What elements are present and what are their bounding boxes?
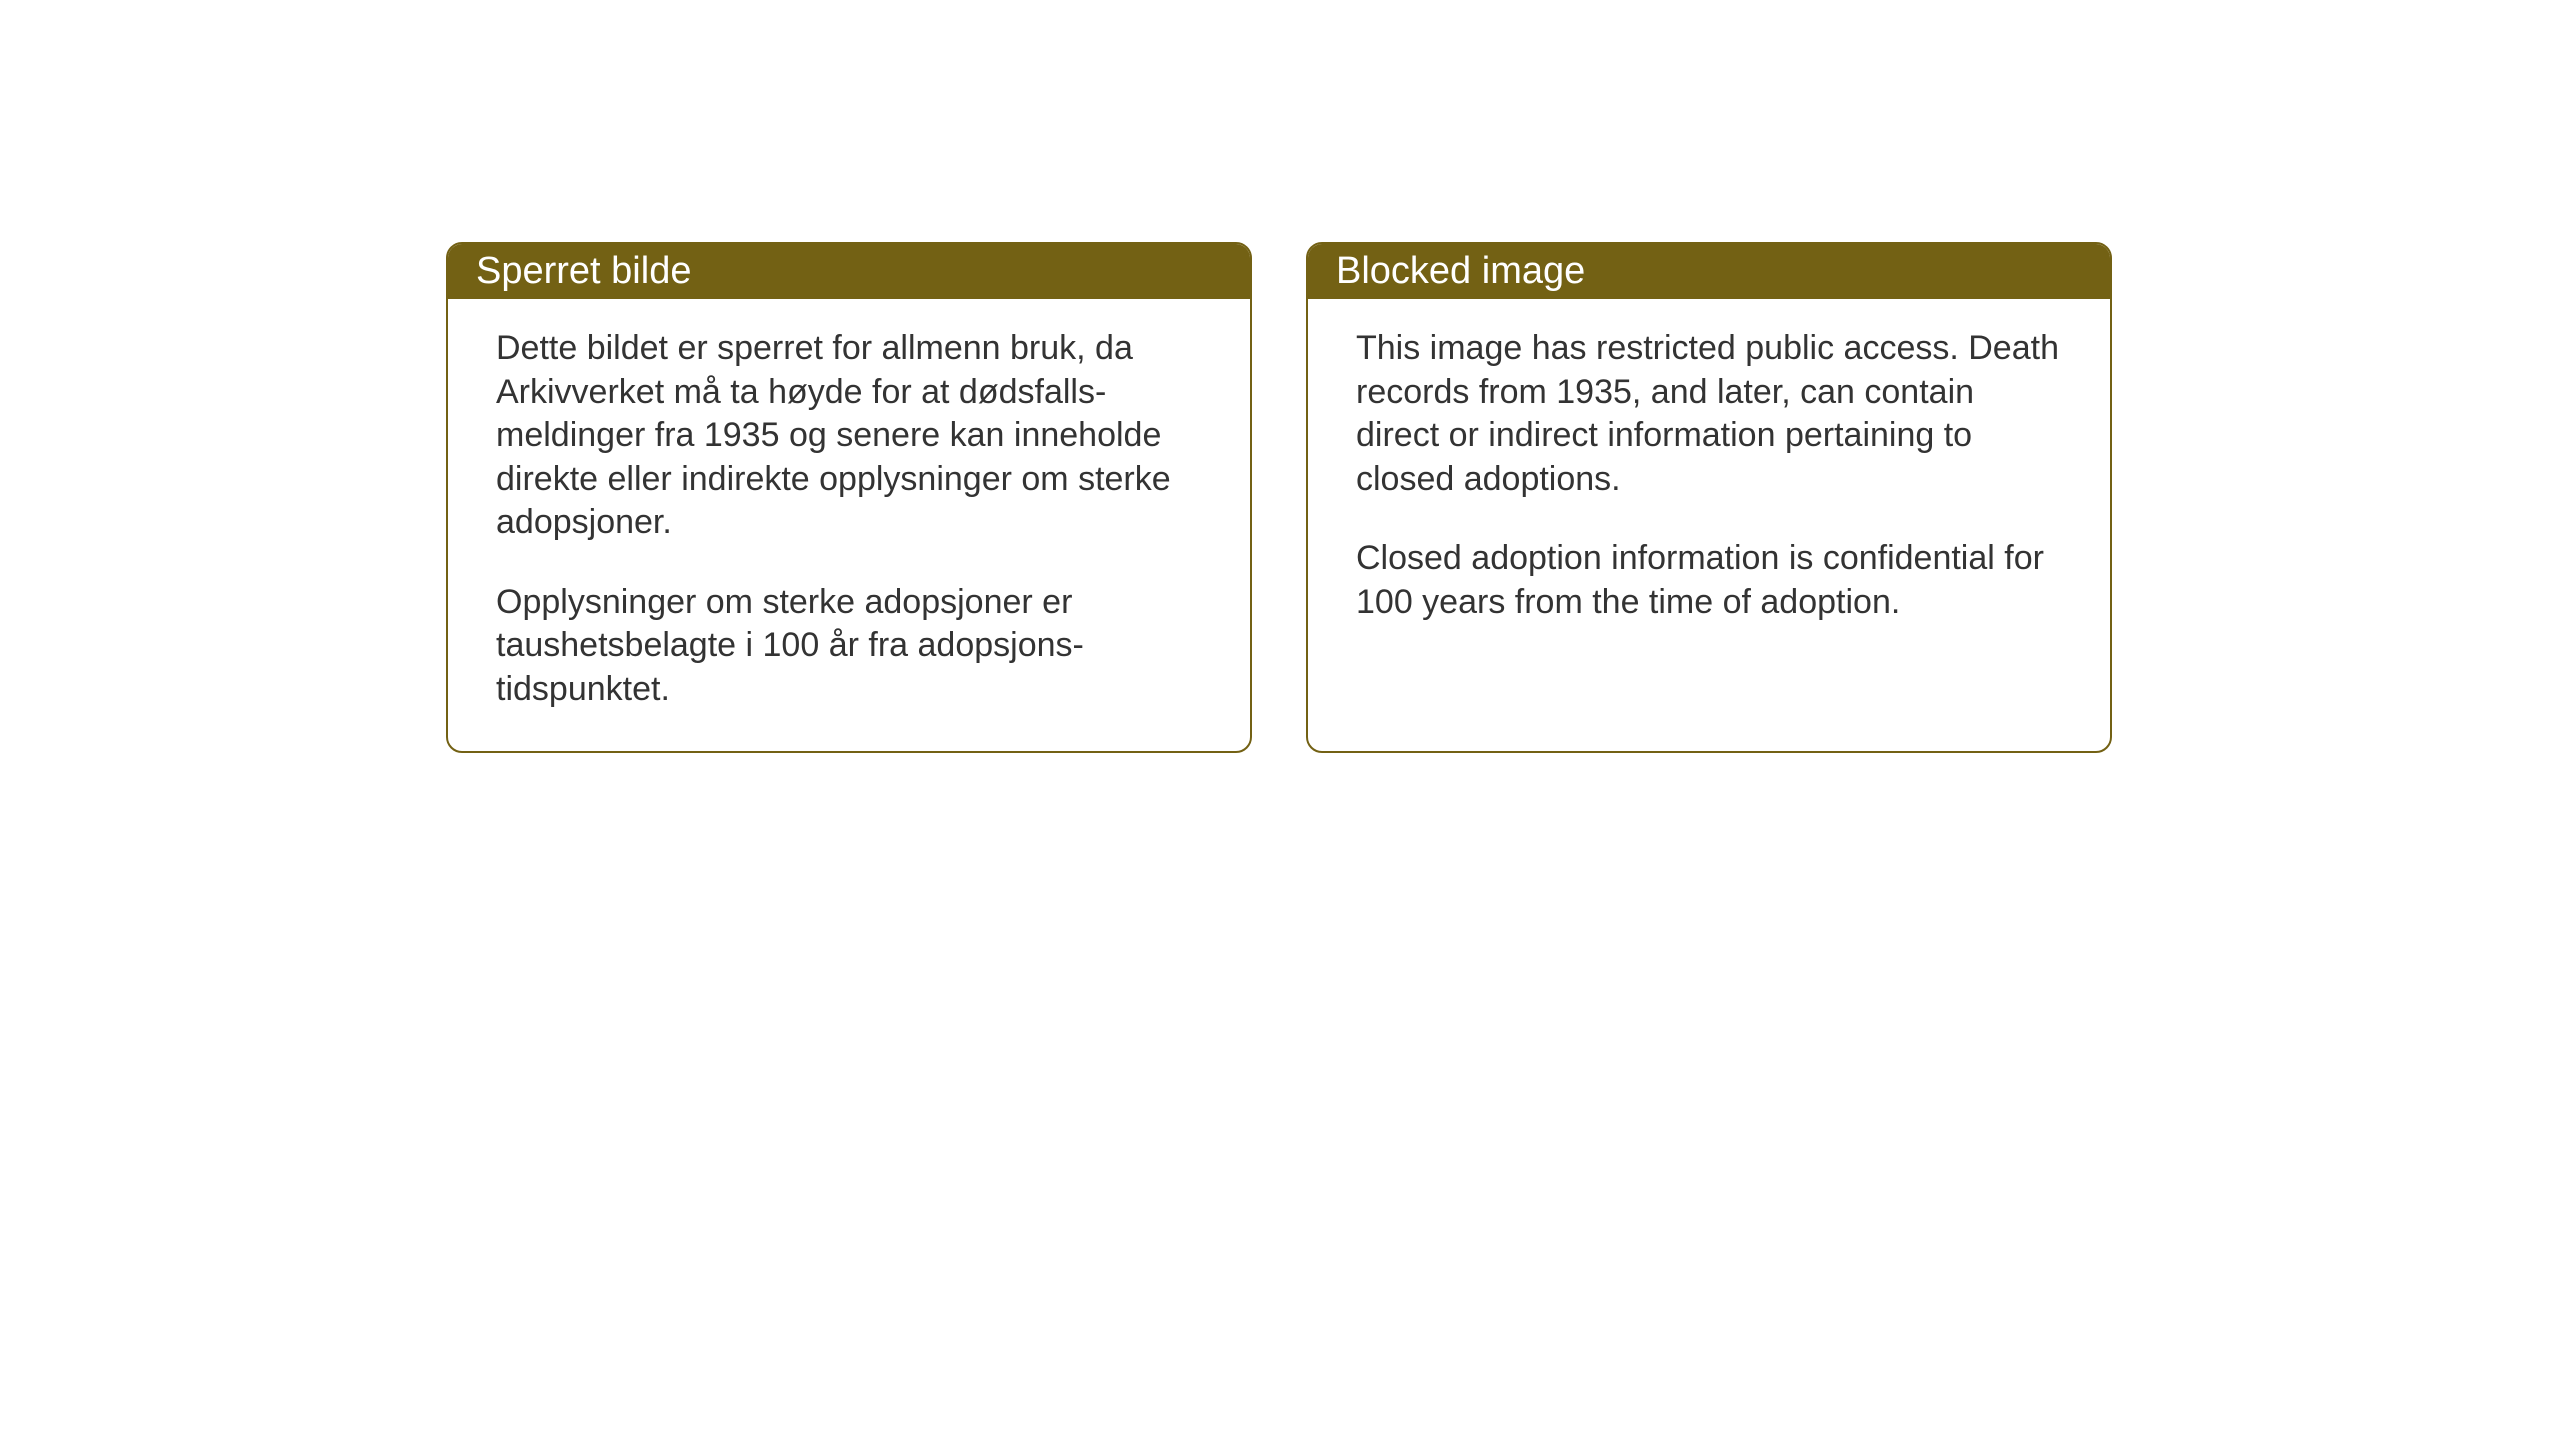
notice-container: Sperret bilde Dette bildet er sperret fo… bbox=[446, 242, 2112, 753]
notice-title-english: Blocked image bbox=[1336, 250, 1585, 292]
notice-title-norwegian: Sperret bilde bbox=[476, 250, 691, 292]
notice-paragraph-2-english: Closed adoption information is confident… bbox=[1356, 537, 2062, 624]
notice-card-norwegian: Sperret bilde Dette bildet er sperret fo… bbox=[446, 242, 1252, 753]
notice-paragraph-1-english: This image has restricted public access.… bbox=[1356, 327, 2062, 501]
notice-paragraph-1-norwegian: Dette bildet er sperret for allmenn bruk… bbox=[496, 327, 1202, 545]
notice-body-norwegian: Dette bildet er sperret for allmenn bruk… bbox=[448, 299, 1250, 751]
notice-body-english: This image has restricted public access.… bbox=[1308, 299, 2110, 719]
notice-header-english: Blocked image bbox=[1308, 244, 2110, 299]
notice-header-norwegian: Sperret bilde bbox=[448, 244, 1250, 299]
notice-paragraph-2-norwegian: Opplysninger om sterke adopsjoner er tau… bbox=[496, 581, 1202, 712]
notice-card-english: Blocked image This image has restricted … bbox=[1306, 242, 2112, 753]
